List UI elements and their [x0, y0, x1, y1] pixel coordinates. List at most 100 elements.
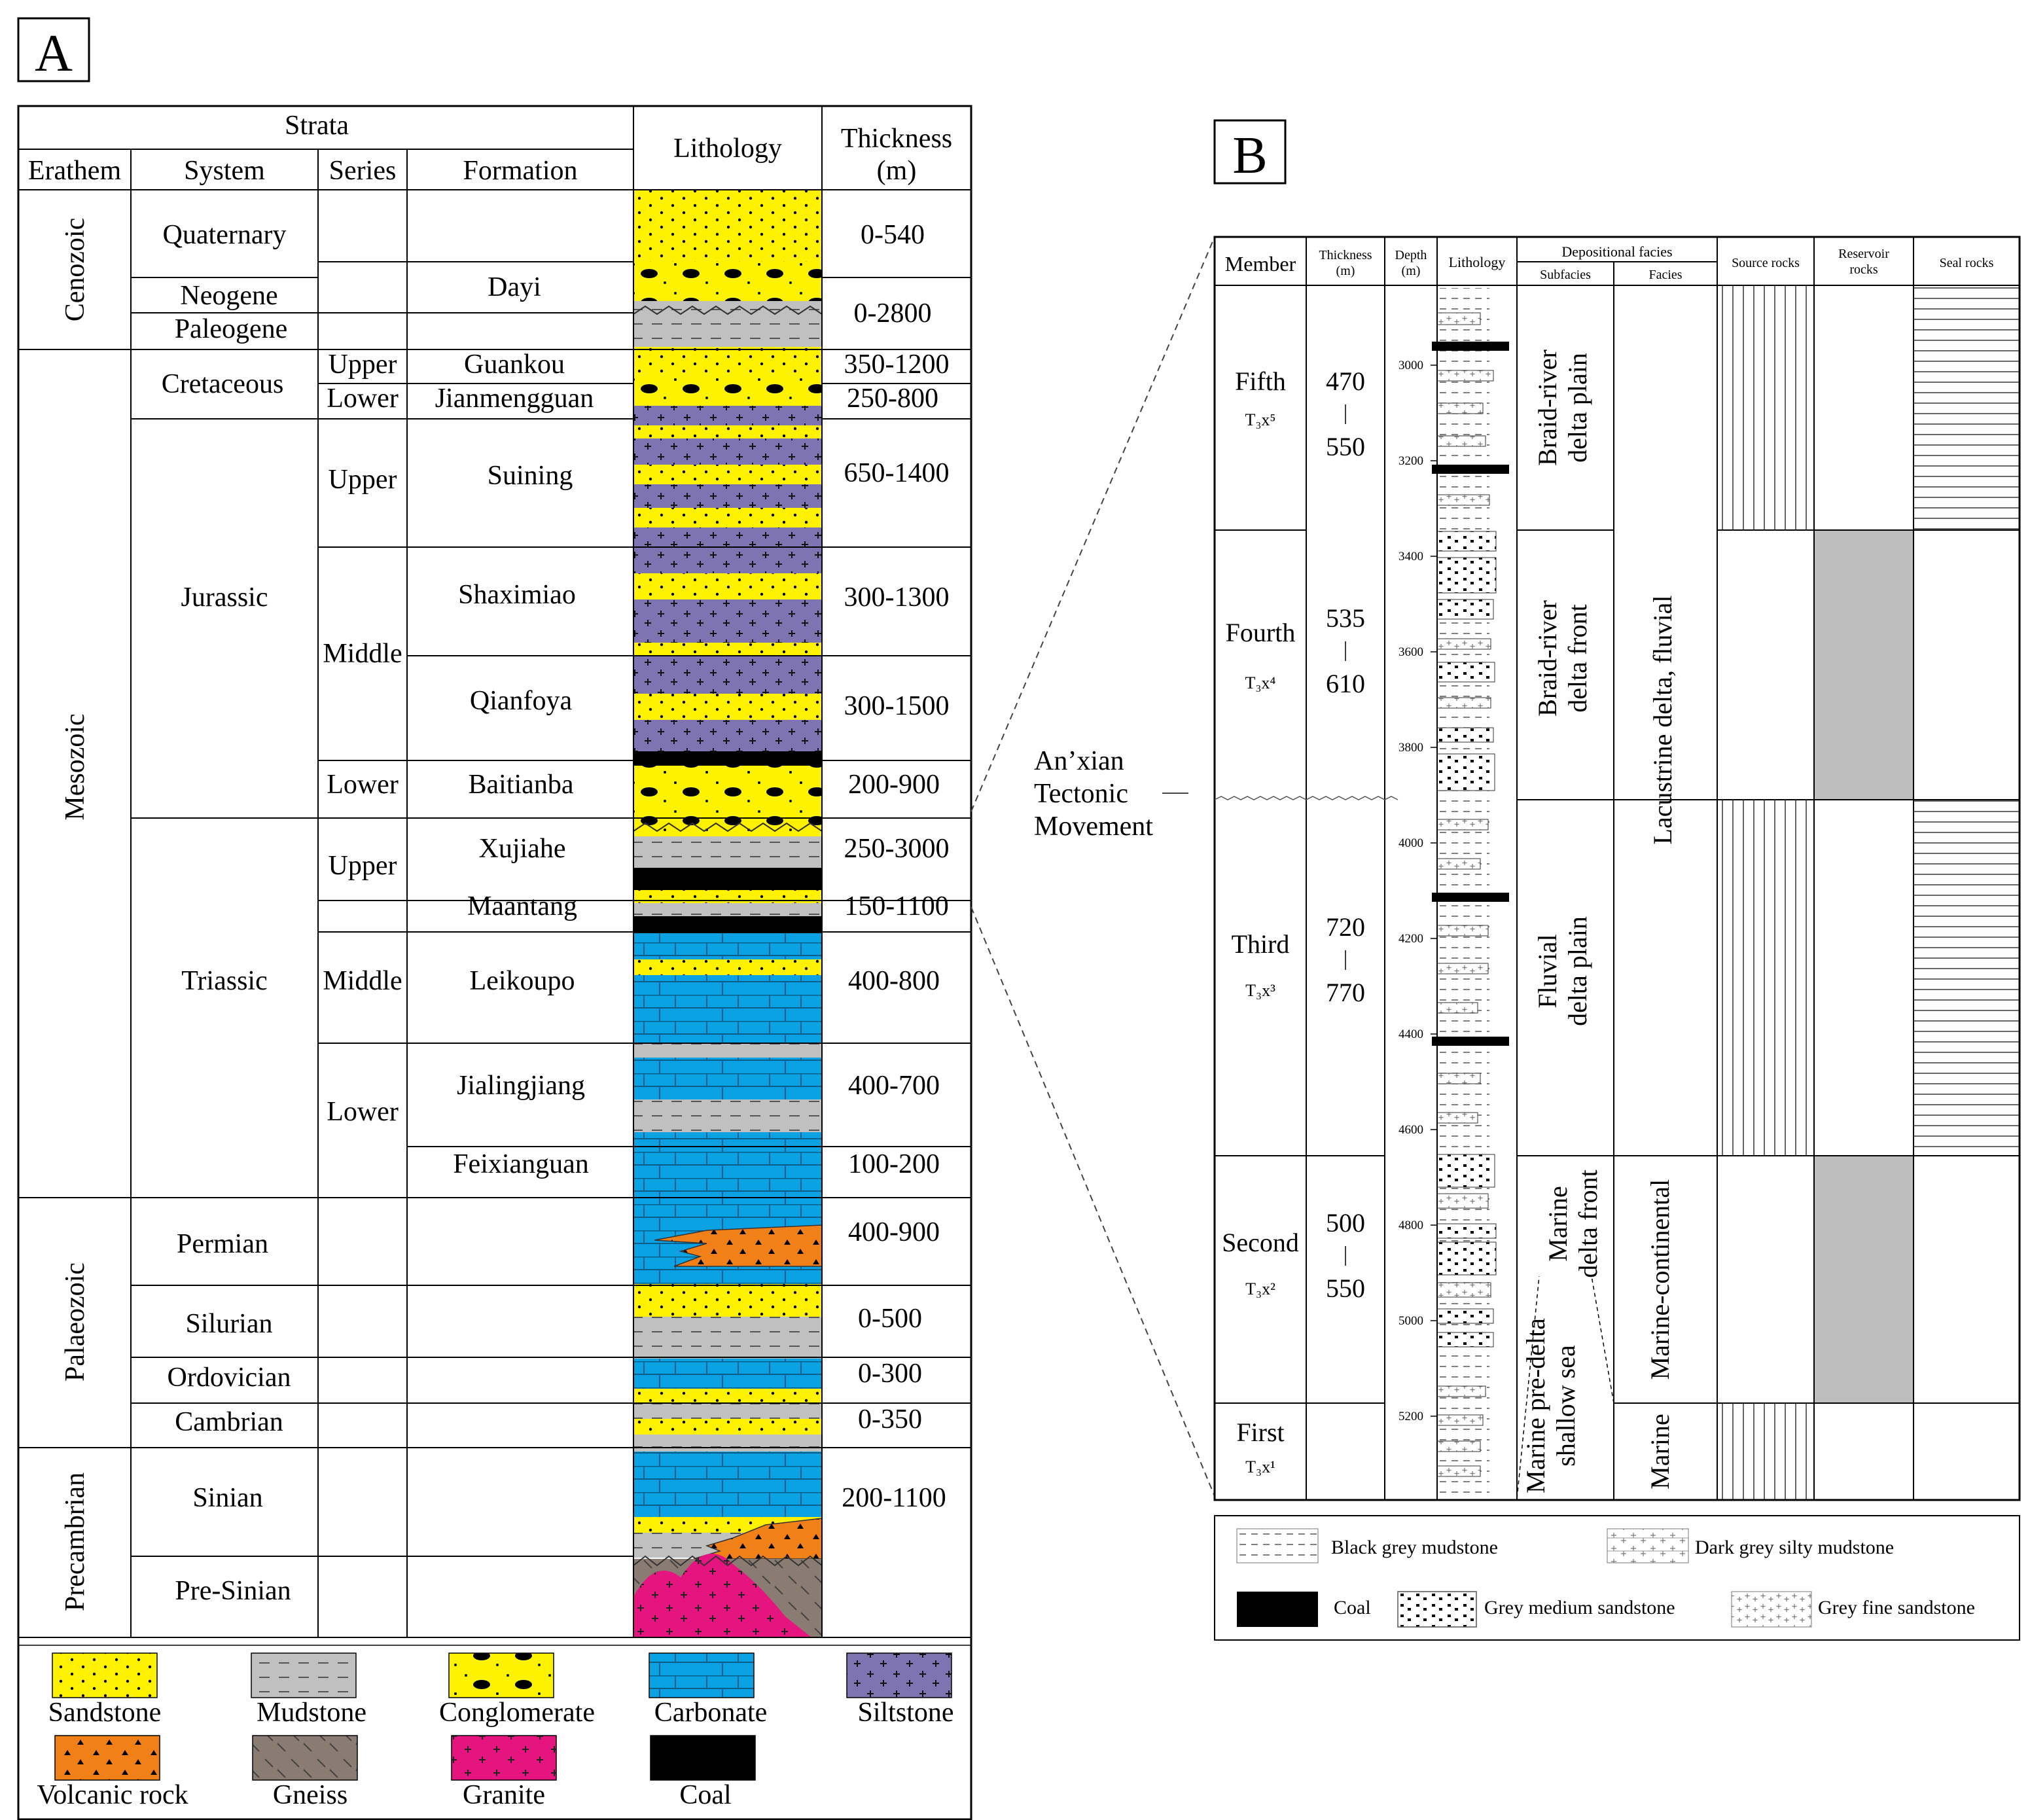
- facies-label: Marine: [1645, 1414, 1675, 1490]
- panel-b-thickness: 470 550 535 610 720 770 500 550: [1326, 366, 1365, 1303]
- header-erathem: Erathem: [28, 156, 122, 186]
- legend-conglomerate: Conglomerate: [439, 1698, 595, 1728]
- member-code: T₃x⁵: [1245, 410, 1275, 429]
- erathem-label: Mesozoic: [60, 713, 90, 820]
- series-label: Lower: [327, 1097, 399, 1127]
- legend-grey-medium-sandstone: Grey medium sandstone: [1484, 1597, 1675, 1618]
- system-label: Sinian: [192, 1483, 262, 1513]
- legend-black-grey-mudstone: Black grey mudstone: [1331, 1537, 1498, 1558]
- panel-a-thickness: 0-540 0-2800 350-1200 250-800 650-1400 3…: [842, 220, 949, 1513]
- panel-b-subfacies: Braid-river delta plain Braid-river delt…: [1521, 349, 1603, 1493]
- erathem-label: Precambrian: [60, 1472, 90, 1611]
- thickness-value: 0-300: [858, 1359, 922, 1389]
- header-depth-unit: (m): [1402, 264, 1421, 278]
- erathem-label: Palaeozoic: [60, 1262, 90, 1382]
- subfacies-label: Braid-river: [1533, 349, 1562, 466]
- panel-a-table-grid: [17, 105, 972, 1820]
- formation-label: Leikoupo: [470, 966, 575, 996]
- subfacies-label: Marine: [1543, 1186, 1573, 1262]
- thickness-min: 470: [1326, 366, 1365, 396]
- panel-a-systems: Quaternary Neogene Paleogene Cretaceous …: [162, 220, 291, 1606]
- subfacies-label: Braid-river: [1533, 600, 1562, 717]
- subfacies-label: delta front: [1573, 1169, 1603, 1278]
- depth-tick-label: 3000: [1398, 359, 1423, 372]
- system-label: Quaternary: [163, 220, 287, 250]
- thickness-value: 0-540: [861, 220, 925, 250]
- panel-a-tag: A: [35, 25, 73, 82]
- series-label: Middle: [323, 639, 402, 669]
- system-label: Ordovician: [168, 1363, 291, 1393]
- legend-carbonate: Carbonate: [654, 1698, 768, 1728]
- thickness-min: 500: [1326, 1208, 1365, 1238]
- thickness-min: 720: [1326, 912, 1365, 942]
- header-lithology: Lithology: [673, 134, 782, 164]
- subfacies-label: delta front: [1563, 604, 1592, 713]
- legend-coal: Coal: [679, 1780, 731, 1810]
- thickness-max: 610: [1326, 669, 1365, 698]
- panel-a: A: [17, 17, 972, 1820]
- depth-tick-label: 5200: [1398, 1410, 1423, 1423]
- panel-b-lithology-column: [1432, 288, 1509, 1500]
- header-depth: Depth: [1395, 248, 1427, 262]
- header-subfacies: Subfacies: [1540, 268, 1591, 282]
- header-seal-rocks: Seal rocks: [1940, 256, 1994, 270]
- legend-mudstone: Mudstone: [257, 1698, 366, 1728]
- system-label: Triassic: [181, 966, 267, 996]
- formation-label: Feixianguan: [453, 1149, 589, 1179]
- formation-label: Qianfoya: [470, 686, 573, 716]
- member-code: T₃x¹: [1245, 1457, 1275, 1476]
- series-label: Upper: [329, 851, 397, 881]
- system-label: Neogene: [180, 281, 277, 311]
- thickness-value: 250-3000: [844, 834, 950, 864]
- header-reservoir-rocks: Reservoir: [1838, 247, 1889, 261]
- member-name: Third: [1232, 929, 1290, 959]
- member-code: T₃x²: [1245, 1279, 1275, 1298]
- subfacies-label: Fluvial: [1533, 934, 1562, 1008]
- depth-tick-label: 3800: [1398, 741, 1423, 755]
- panel-b-members: Fifth T₃x⁵ Fourth T₃x⁴ Third T₃x³ Second…: [1222, 366, 1299, 1476]
- thickness-value: 300-1500: [844, 691, 950, 721]
- header-series: Series: [329, 156, 397, 186]
- depth-tick-label: 3400: [1398, 550, 1423, 563]
- panel-b-tag: B: [1232, 127, 1267, 185]
- legend-volcanic-rock: Volcanic rock: [37, 1780, 188, 1810]
- legend-siltstone: Siltstone: [857, 1698, 953, 1728]
- member-name: Second: [1222, 1228, 1299, 1257]
- member-code: T₃x⁴: [1245, 673, 1275, 692]
- header-depositional-facies: Depositional facies: [1561, 243, 1672, 260]
- formation-label: Guankou: [464, 349, 565, 380]
- header-facies: Facies: [1648, 268, 1682, 282]
- member-name: Fifth: [1235, 366, 1286, 396]
- formation-label: Shaximiao: [458, 580, 576, 610]
- thickness-value: 0-500: [858, 1304, 922, 1334]
- subfacies-label: Marine pre-delta: [1521, 1318, 1550, 1493]
- thickness-value: 200-900: [848, 770, 940, 800]
- depth-tick-label: 4000: [1398, 836, 1423, 850]
- thickness-value: 400-900: [848, 1217, 940, 1247]
- legend-gneiss: Gneiss: [273, 1780, 347, 1810]
- anxian-annotation: An’xian Tectonic Movement: [1034, 746, 1188, 842]
- member-code: T₃x³: [1245, 981, 1275, 1000]
- depth-tick-label: 3200: [1398, 454, 1423, 468]
- header-strata: Strata: [285, 111, 349, 141]
- depth-tick-label: 5000: [1398, 1314, 1423, 1328]
- formation-label: Xujiahe: [479, 834, 566, 864]
- panel-a-series: Upper Lower Upper Middle Lower Upper Mid…: [323, 349, 402, 1127]
- system-label: Silurian: [186, 1309, 273, 1339]
- thickness-max: 550: [1326, 432, 1365, 461]
- annotation-line: Movement: [1034, 812, 1153, 842]
- header-thickness-unit: (m): [877, 156, 917, 186]
- panel-b-facies: Lacustrine delta, fluvial Marine-contine…: [1645, 596, 1677, 1490]
- formation-label: Baitianba: [469, 770, 574, 800]
- series-label: Lower: [327, 770, 399, 800]
- system-label: Paleogene: [175, 314, 288, 344]
- header-reservoir-rocks: rocks: [1849, 262, 1878, 277]
- header-formation: Formation: [463, 156, 578, 186]
- formation-label: Jianmengguan: [435, 384, 594, 414]
- panel-a-formations: Dayi Guankou Jianmengguan Suining Shaxim…: [435, 272, 594, 1179]
- panel-b-legend: Black grey mudstone Dark grey silty muds…: [1214, 1515, 2020, 1641]
- system-label: Cambrian: [175, 1407, 283, 1437]
- header-lithology: Lithology: [1449, 254, 1506, 270]
- thickness-value: 300-1300: [844, 582, 950, 613]
- subfacies-label: shallow sea: [1551, 1345, 1580, 1467]
